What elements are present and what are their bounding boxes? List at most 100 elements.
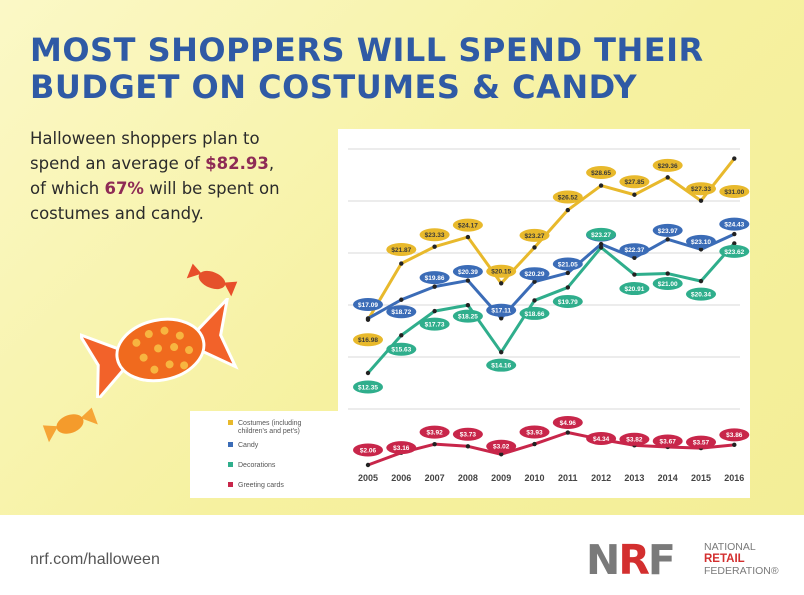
greeting-point-2005 (365, 462, 371, 468)
greeting-point-2016 (732, 442, 737, 448)
greeting-data-label-2012: $4.34 (593, 436, 610, 443)
greeting-data-label-2006: $3.16 (393, 445, 410, 452)
x-tick-label-2012: 2012 (591, 473, 611, 483)
costumes-data-label-2007: $23.33 (425, 232, 445, 239)
decorations-line (366, 242, 736, 374)
candy-data-label-2016: $24.43 (724, 221, 744, 228)
costume-candy-percent: 67% (104, 179, 144, 198)
greeting-data-label-2007: $3.92 (426, 430, 443, 437)
decorations-point-2010 (532, 298, 537, 303)
candy-data-label-2014: $23.97 (658, 228, 678, 235)
decorations-data-label-2008: $18.25 (458, 314, 478, 321)
candy-point-2009 (499, 316, 504, 321)
greeting-data-label-2005: $2.06 (360, 447, 377, 454)
costumes-data-label-2015: $27.33 (691, 186, 711, 193)
intro-text: Halloween shoppers plan to spend an aver… (30, 126, 330, 226)
x-tick-label-2016: 2016 (724, 473, 744, 483)
greeting-data-label-2009: $3.02 (493, 444, 510, 451)
decorations-point-2015 (698, 278, 704, 284)
footer-url-link[interactable]: nrf.com/halloween (30, 551, 160, 568)
decorations-point-2007 (432, 308, 437, 314)
costumes-label-bg-2005 (353, 333, 383, 347)
decorations-point-2014 (665, 271, 670, 276)
candy-label-bg-2008 (452, 265, 483, 279)
legend-label-greeting-0: Greeting cards (238, 482, 284, 489)
costumes-label-bg-2014 (652, 158, 683, 172)
legend-label-costumes-0: Costumes (including (238, 420, 302, 427)
x-tick-label-2014: 2014 (658, 473, 678, 483)
x-tick-label-2011: 2011 (558, 473, 578, 483)
costumes-label-bg-2016 (719, 185, 750, 199)
candy-label-bg-2007 (419, 271, 450, 285)
greeting-label-bg-2011 (552, 416, 583, 430)
costumes-label-bg-2015 (686, 182, 716, 196)
candy-data-label-2015: $23.10 (691, 239, 711, 246)
small-candy-icon (186, 263, 238, 297)
decorations-data-label-2005: $12.35 (358, 384, 378, 391)
costumes-data-label-2011: $26.52 (558, 194, 578, 201)
x-tick-label-2015: 2015 (691, 473, 711, 483)
candy-point-2013 (632, 255, 637, 260)
nrf-logo-r: R (618, 536, 650, 584)
candy-data-label-2005: $17.09 (358, 302, 378, 309)
nrf-logo-n: N (586, 536, 620, 584)
decorations-data-label-2006: $15.63 (391, 347, 411, 354)
candy-label-bg-2006 (386, 305, 417, 319)
greeting-label-bg-2007 (419, 425, 450, 439)
candy-data-label-2008: $20.39 (458, 269, 478, 276)
title-line-2: BUDGET ON COSTUMES & CANDY (30, 68, 638, 106)
intro-line-1: Halloween shoppers plan to (30, 129, 260, 148)
costumes-data-label-2012: $28.65 (591, 170, 611, 177)
x-tick-label-2005: 2005 (358, 473, 378, 483)
costumes-label-bg-2013 (619, 175, 650, 189)
costumes-label-bg-2010 (519, 228, 550, 242)
costumes-point-2007 (432, 244, 437, 249)
candy-label-bg-2010 (519, 267, 550, 281)
legend-label-decorations-0: Decorations (238, 462, 276, 469)
candy-label-bg-2015 (686, 234, 716, 248)
candy-point-2005 (365, 316, 371, 321)
intro-line-3-prefix: of which (30, 179, 105, 198)
costumes-data-label-2014: $29.36 (658, 163, 678, 170)
candy-label-bg-2013 (619, 243, 650, 257)
candy-data-label-2009: $17.11 (491, 308, 511, 315)
costumes-data-label-2009: $20.15 (491, 269, 511, 276)
decorations-point-2011 (565, 285, 570, 290)
costumes-point-2014 (665, 175, 670, 180)
footer (0, 515, 804, 595)
decorations-label-bg-2016 (719, 244, 750, 258)
decorations-label-bg-2008 (452, 309, 483, 323)
costumes-data-label-2005: $16.98 (358, 337, 378, 344)
candy-label-bg-2016 (719, 217, 750, 231)
candy-label-bg-2014 (652, 223, 683, 237)
greeting-data-label-2013: $3.82 (626, 437, 643, 444)
costumes-point-2012 (598, 183, 604, 188)
nrf-tagline-2: RETAIL (704, 553, 745, 565)
greeting-data-label-2010: $3.93 (526, 429, 543, 436)
greeting-point-2009 (499, 452, 504, 457)
decorations-label-bg-2014 (652, 277, 683, 291)
candy-label-bg-2009 (486, 303, 517, 317)
candy-data-label-2007: $19.86 (425, 275, 445, 282)
costumes-data-label-2008: $24.17 (458, 222, 478, 229)
candy-data-label-2006: $18.72 (391, 309, 411, 316)
candy-label-bg-2011 (552, 257, 583, 271)
candy-point-2014 (665, 237, 670, 242)
decorations-point-2016 (732, 241, 737, 246)
x-tick-label-2013: 2013 (624, 473, 644, 483)
decorations-data-label-2010: $18.66 (525, 311, 545, 318)
decorations-label-bg-2010 (519, 306, 550, 320)
greeting-label-bg-2008 (452, 427, 483, 441)
greeting-point-2010 (532, 441, 537, 447)
costumes-label-bg-2007 (419, 228, 450, 242)
nrf-logo-tagline: NATIONAL RETAIL FEDERATION® (704, 541, 794, 577)
decorations-label-bg-2006 (386, 342, 417, 356)
average-spend-amount: $82.93 (205, 154, 269, 173)
candy-data-label-2010: $20.29 (525, 271, 545, 278)
costumes-point-2013 (632, 192, 637, 197)
decorations-label-bg-2012 (586, 227, 617, 241)
decorations-point-2005 (365, 370, 371, 376)
costumes-point-2010 (532, 245, 537, 250)
decorations-data-label-2014: $21.00 (658, 281, 678, 288)
